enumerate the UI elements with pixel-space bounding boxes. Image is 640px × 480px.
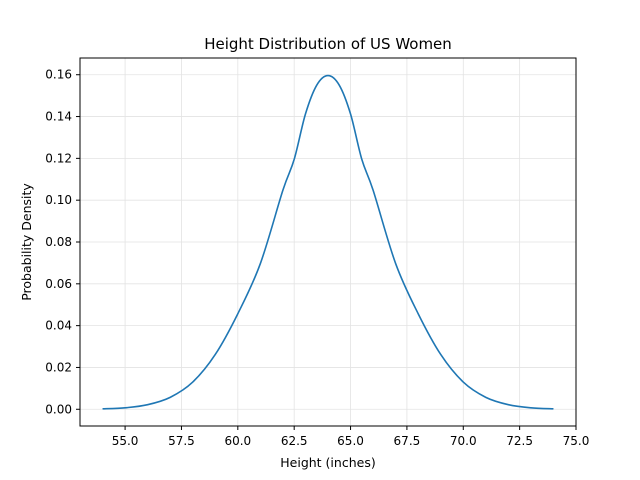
x-tick-label: 57.5	[168, 434, 195, 448]
y-axis-label: Probability Density	[19, 183, 34, 301]
y-tick-label: 0.12	[45, 151, 72, 165]
y-tick-label: 0.14	[45, 110, 72, 124]
y-tick-label: 0.02	[45, 360, 72, 374]
y-tick-label: 0.16	[45, 68, 72, 82]
x-tick-label: 62.5	[281, 434, 308, 448]
x-tick-label: 60.0	[224, 434, 251, 448]
x-tick-label: 70.0	[450, 434, 477, 448]
y-tick-label: 0.00	[45, 402, 72, 416]
x-tick-label: 65.0	[337, 434, 364, 448]
y-tick-label: 0.06	[45, 277, 72, 291]
x-tick-label: 72.5	[506, 434, 533, 448]
x-tick-label: 75.0	[563, 434, 590, 448]
y-axis: 0.00 0.02 0.04 0.06 0.08 0.10 0.12 0.14 0.16	[45, 68, 80, 416]
x-axis-label: Height (inches)	[280, 455, 375, 470]
y-tick-label: 0.08	[45, 235, 72, 249]
y-tick-label: 0.10	[45, 193, 72, 207]
y-tick-label: 0.04	[45, 319, 72, 333]
series-line	[102, 74, 554, 410]
x-axis: 55.0 57.5 60.0 62.5 65.0 67.5 70.0 72.5 75.0	[112, 426, 590, 448]
chart-title: Height Distribution of US Women	[204, 35, 452, 53]
x-tick-label: 67.5	[394, 434, 421, 448]
x-tick-label: 55.0	[112, 434, 139, 448]
